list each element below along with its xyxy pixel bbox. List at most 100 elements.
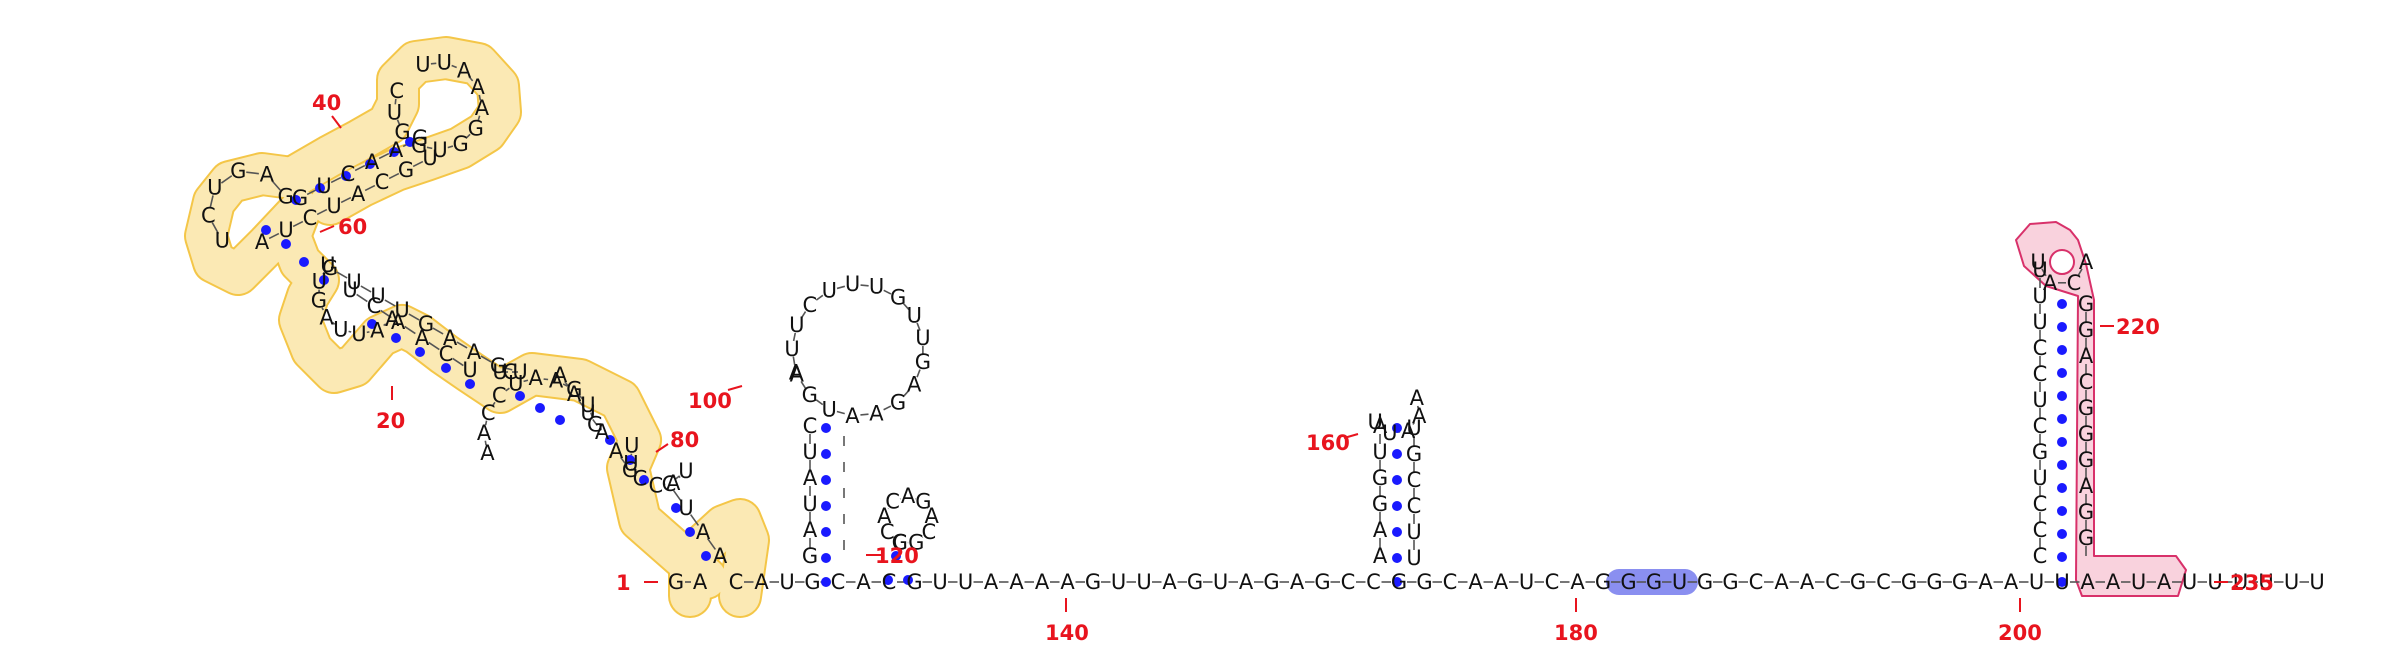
nucleotide: G xyxy=(2078,396,2094,420)
nucleotide: U xyxy=(958,570,973,594)
base-pair-dot xyxy=(389,147,399,157)
nucleotide: U xyxy=(207,176,222,200)
backbone-segment xyxy=(211,222,220,235)
nucleotide: U xyxy=(326,194,341,218)
nucleotide: G xyxy=(292,186,308,210)
backbone-segment xyxy=(322,271,325,275)
backbone-segment xyxy=(620,456,626,465)
nucleotide: A xyxy=(790,363,805,387)
nucleotide: C xyxy=(803,293,818,317)
nucleotide: A xyxy=(1410,386,1425,410)
number-40: 40 xyxy=(312,91,341,115)
number-235: 235 xyxy=(2230,571,2274,595)
nucleotide: G xyxy=(412,126,428,150)
backbone-segment xyxy=(860,284,869,287)
nucleotide: A xyxy=(2004,570,2019,594)
nucleotide: C xyxy=(201,204,216,228)
base-pair-dot xyxy=(1392,423,1402,433)
nucleotide: A xyxy=(1978,570,1993,594)
nucleotide: U xyxy=(869,275,884,299)
number-200: 200 xyxy=(1998,621,2042,645)
nucleotide: A xyxy=(351,182,366,206)
nucleotide: A xyxy=(480,441,495,465)
backbone-segment xyxy=(1381,426,1384,429)
nucleotide: C xyxy=(831,570,846,594)
nucleotide: G xyxy=(1620,570,1636,594)
nucleotide: U xyxy=(370,284,385,308)
base-pair-dot xyxy=(415,347,425,357)
base-pair-dot xyxy=(365,159,375,169)
nucleotide: A xyxy=(754,570,769,594)
backbone-segment xyxy=(246,171,259,175)
nucleotide: A xyxy=(443,326,458,350)
backbone-segment xyxy=(590,412,594,418)
backbone-segment xyxy=(578,399,584,408)
backbone-segment xyxy=(1412,422,1415,425)
backbone-segment xyxy=(634,469,637,472)
nucleotide: A xyxy=(528,366,543,390)
nucleotide: C xyxy=(2033,336,2048,360)
nucleotide: A xyxy=(1800,570,1815,594)
nucleotide: A xyxy=(696,520,711,544)
nucleotide: G xyxy=(394,120,410,144)
nucleotide: A xyxy=(2157,570,2172,594)
nucleotide: C xyxy=(1825,570,1840,594)
nucleotide: A xyxy=(1373,414,1388,438)
base-pair-dot xyxy=(625,455,635,465)
nucleotide: U xyxy=(915,326,930,350)
nucleotide: U xyxy=(422,146,437,170)
base-pair-dot xyxy=(821,423,831,433)
base-pair-dot xyxy=(685,527,695,537)
nucleotide: A xyxy=(2079,474,2094,498)
nucleotide: U xyxy=(580,393,595,417)
nucleotide: C xyxy=(492,384,507,408)
nucleotide: U xyxy=(789,313,804,337)
tick-40 xyxy=(331,115,342,129)
number-160: 160 xyxy=(1306,431,1350,455)
nucleotide: U xyxy=(1372,440,1387,464)
backbone-segment xyxy=(316,208,328,216)
base-pair-dot xyxy=(2057,368,2067,378)
backbone-segment xyxy=(209,195,214,208)
nucleotide: U xyxy=(2284,570,2299,594)
nucleotide: A xyxy=(567,382,582,406)
highlight-regions xyxy=(184,36,2187,618)
nucleotide: G xyxy=(1391,570,1407,594)
nucleotide: C xyxy=(1545,570,1560,594)
nucleotide: C xyxy=(1749,570,1764,594)
backbone-segment xyxy=(451,64,457,69)
nucleotide: U xyxy=(1213,570,1228,594)
nucleotide: C xyxy=(367,294,382,318)
base-pair-dot xyxy=(2057,506,2067,516)
nucleotide: U xyxy=(333,317,348,341)
nucleotide: G xyxy=(802,383,818,407)
nucleotide: U xyxy=(312,270,327,294)
nucleotide: C xyxy=(633,466,648,490)
nucleotide: U xyxy=(320,253,335,277)
nucleotide: G xyxy=(1926,570,1942,594)
nucleotide: U xyxy=(784,337,799,361)
nucleotide: A xyxy=(984,570,999,594)
nucleotide: C xyxy=(892,531,907,555)
nucleotide: G xyxy=(2078,448,2094,472)
nucleotide: U xyxy=(316,174,331,198)
nucleotide: A xyxy=(1035,570,1050,594)
backbone-segment xyxy=(396,119,401,125)
nucleotide: A xyxy=(389,138,404,162)
backbone-segment xyxy=(792,356,796,365)
nucleotide: A xyxy=(553,363,568,387)
backbone-segment xyxy=(271,180,281,191)
number-100: 100 xyxy=(688,389,732,413)
nucleotide: U xyxy=(394,298,409,322)
number-1: 1 xyxy=(616,571,631,595)
nucleotide: C xyxy=(1407,468,1422,492)
nucleotide: A xyxy=(1373,544,1388,568)
backbone-segment xyxy=(916,322,921,331)
backbone-segment xyxy=(340,196,352,204)
nucleotide: G xyxy=(668,570,684,594)
backbone-segment xyxy=(564,380,570,389)
base-pair-dot xyxy=(2057,529,2067,539)
backbone xyxy=(209,62,2309,583)
backbone-segment xyxy=(902,302,910,311)
nucleotide: A xyxy=(789,361,804,385)
